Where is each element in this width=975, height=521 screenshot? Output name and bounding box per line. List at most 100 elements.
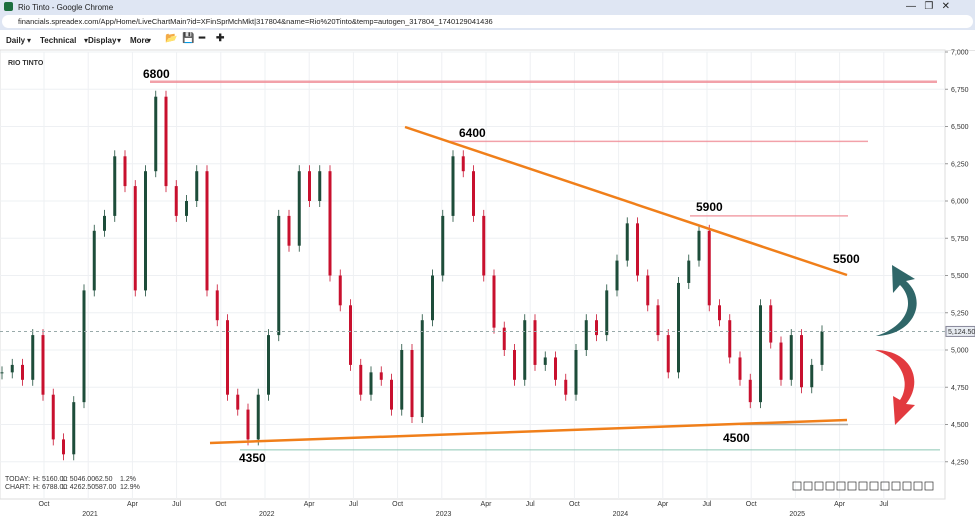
y-tick-label: 4,500 [951,422,969,429]
stat: L: 5046.00 [62,476,95,483]
candle [369,372,373,395]
stat: H: 6788.00 [33,484,67,491]
candle [738,357,742,380]
candle [502,327,506,350]
drawing-tool[interactable] [836,481,846,491]
drawing-tool[interactable] [924,481,934,491]
candle [697,230,701,261]
x-tick-label: Apr [481,501,493,508]
trend-line [209,418,848,445]
year-label: 2024 [613,511,629,518]
annotation: 5500 [833,252,860,266]
candle [31,335,35,380]
candle [677,282,680,373]
stat: 12.9% [120,484,140,491]
stat: 62.50 [95,476,113,483]
drawing-tool[interactable] [792,481,802,491]
candle [92,230,96,291]
x-tick-label: Jul [703,501,712,508]
y-tick-label: 6,750 [951,87,969,94]
dropdown-arrow[interactable]: ▾ [27,36,32,45]
x-tick-label: Jul [879,501,888,508]
x-tick-label: Oct [746,501,757,508]
candle [718,305,721,321]
candle [646,275,650,306]
candle [51,394,55,440]
candle [789,335,793,380]
stat: TODAY: [5,476,30,483]
dropdown-arrow[interactable]: ▾ [117,36,122,45]
candle [21,364,24,380]
candle [41,335,45,395]
browser-bar: Rio Tinto - Google Chrome — ❐ ✕ financia… [0,0,975,30]
candle [123,156,127,187]
candle [318,171,322,201]
candle [0,372,4,374]
drawing-tool[interactable] [803,481,813,491]
window-controls[interactable]: — ❐ ✕ [906,1,951,12]
candle [308,171,311,201]
annotation: 4500 [723,431,750,445]
x-tick-label: Apr [304,501,316,508]
candle [584,320,588,350]
candle [554,357,557,380]
x-tick-label: Oct [215,501,226,508]
url[interactable]: financials.spreadex.com/App/Home/LiveCha… [18,17,493,26]
x-tick-label: Oct [569,501,580,508]
url-box[interactable] [2,15,973,28]
arrow-up [876,265,917,336]
candle [513,350,516,380]
drawing-tool[interactable] [880,481,890,491]
candle [492,275,496,328]
candle [246,409,250,440]
year-label: 2025 [789,511,805,518]
y-tick-label: 4,250 [951,459,969,466]
drawing-tool[interactable] [825,481,835,491]
x-tick-label: Jul [172,501,181,508]
candle [62,439,65,455]
candle [297,171,301,246]
toolbar-icon[interactable]: ✚ [216,33,225,44]
toolbar-icon[interactable]: 💾 [182,33,195,44]
y-tick-label: 4,750 [951,385,969,392]
candle [461,156,465,172]
candle [410,350,414,418]
y-tick-label: 5,750 [951,236,969,243]
drawing-tool[interactable] [891,481,901,491]
candle [113,156,117,216]
candle [636,223,639,276]
dropdown-arrow[interactable]: ▾ [147,36,152,45]
toolbar-item[interactable]: Display [88,36,117,45]
toolbar-item[interactable]: Technical [40,36,77,45]
drawing-tool[interactable] [902,481,912,491]
drawing-tool[interactable] [869,481,879,491]
candle [420,320,424,418]
drawing-tool[interactable] [913,481,923,491]
candle [666,335,670,373]
x-tick-label: Oct [39,501,50,508]
drawing-tool[interactable] [814,481,824,491]
candle [174,186,178,216]
candle [523,320,527,380]
candle [256,394,260,440]
candle [728,320,732,358]
toolbar-icon[interactable]: 📂 [165,33,178,44]
trend-line [404,125,848,277]
candle [820,331,824,365]
candle [533,320,537,365]
x-tick-label: Jul [526,501,535,508]
candle [431,275,434,321]
current-price-label: 5,124.50 [948,329,975,336]
candle [605,290,609,336]
annotation: 5900 [696,200,723,214]
toolbar-item[interactable]: More [130,36,150,45]
drawing-tool[interactable] [847,481,857,491]
candle [154,96,158,172]
candle [82,290,86,403]
dropdown-arrow[interactable]: ▾ [84,36,89,45]
candle [810,364,814,388]
plot-frame [0,49,946,500]
toolbar-item[interactable]: Daily [6,36,26,45]
toolbar-icon[interactable]: ━ [199,33,206,44]
drawing-tool[interactable] [858,481,868,491]
